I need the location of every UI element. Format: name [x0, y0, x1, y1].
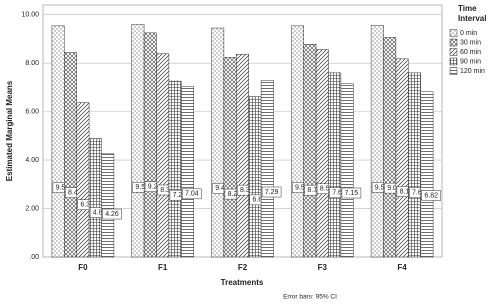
y-axis-title: Estimated Marginal Means	[5, 80, 14, 181]
value-label: 7.15	[345, 190, 359, 197]
bar	[248, 96, 262, 258]
value-label-box	[182, 188, 202, 200]
x-tick-label: F1	[158, 263, 168, 272]
bar	[370, 25, 384, 258]
legend-swatch	[449, 67, 458, 75]
bar	[211, 27, 225, 258]
value-label: 6.62	[252, 197, 266, 204]
legend-swatch	[449, 29, 458, 37]
bar	[51, 25, 65, 258]
value-label: 7.29	[265, 189, 279, 196]
legend-label: 90 min	[460, 58, 481, 65]
bar	[395, 58, 409, 258]
y-tick-label: .00	[29, 254, 39, 261]
value-label: 8.44	[68, 189, 82, 196]
legend-label: 120 min	[460, 68, 485, 75]
x-axis-title: Treatments	[221, 278, 264, 287]
bar	[315, 49, 329, 258]
value-label: 8.39	[160, 187, 174, 194]
value-label: 8.78	[307, 187, 321, 194]
bar	[156, 53, 170, 258]
legend-label: 60 min	[460, 49, 481, 56]
value-label: 8.24	[228, 191, 242, 198]
value-label: 9.59	[135, 184, 149, 191]
bar	[143, 32, 157, 258]
bar	[88, 138, 102, 258]
value-label: 4.89	[93, 209, 107, 216]
value-label: 7.60	[332, 190, 346, 197]
value-label: 8.18	[400, 188, 414, 195]
bar	[101, 153, 115, 258]
bar	[131, 24, 145, 258]
bar	[223, 57, 237, 258]
value-label: 9.06	[387, 185, 401, 192]
value-label: 9.54	[56, 184, 70, 191]
legend-title: Time Interval	[458, 4, 487, 23]
footnote: Error bars: 95% CI	[283, 294, 337, 301]
bar	[328, 72, 342, 258]
bar	[260, 80, 274, 258]
bar	[420, 91, 434, 258]
value-label-box	[421, 190, 441, 201]
legend-swatch	[449, 38, 458, 47]
bar	[340, 83, 354, 258]
value-label: 7.04	[185, 191, 199, 198]
bar	[383, 37, 397, 258]
x-tick-label: F4	[397, 263, 407, 272]
bar	[76, 102, 90, 258]
value-label: 6.82	[424, 192, 438, 199]
x-tick-label: F2	[238, 263, 248, 272]
value-label: 9.25	[148, 184, 162, 191]
bar	[181, 86, 194, 258]
value-label: 8.37	[240, 187, 254, 194]
bar	[303, 44, 317, 258]
y-tick-label: 4.00	[25, 157, 39, 164]
y-tick-label: 6.00	[25, 108, 39, 115]
legend-swatch	[449, 48, 458, 56]
value-label-box	[102, 208, 122, 220]
value-label: 6.37	[80, 202, 94, 209]
bar	[168, 80, 182, 258]
bar	[408, 72, 421, 258]
value-label: 4.26	[105, 211, 119, 218]
value-label: 9.54	[295, 184, 309, 191]
value-label: 9.45	[215, 185, 229, 192]
value-label: 9.56	[375, 184, 389, 191]
value-label: 7.60	[412, 190, 426, 197]
value-label-box	[341, 187, 362, 199]
legend-label: 0 min	[460, 30, 477, 37]
x-tick-label: F0	[78, 263, 88, 272]
bar	[64, 52, 77, 258]
legend-label: 30 min	[460, 39, 481, 46]
x-tick-label: F3	[318, 263, 328, 272]
value-label: 8.56	[320, 186, 334, 193]
y-tick-label: 2.00	[25, 205, 39, 212]
y-tick-label: 10.00	[21, 12, 39, 19]
legend-swatch	[449, 57, 458, 66]
bar	[236, 53, 249, 258]
bar	[291, 25, 304, 258]
value-label-box	[261, 186, 282, 198]
value-label: 7.26	[173, 192, 187, 199]
y-tick-label: 8.00	[25, 60, 39, 67]
